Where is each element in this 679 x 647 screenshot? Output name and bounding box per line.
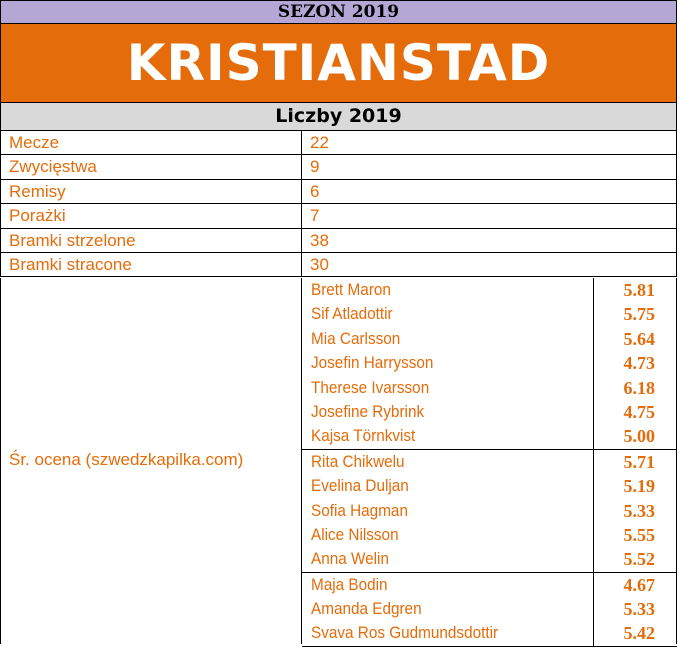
column-divider <box>593 621 594 646</box>
player-name: Sofia Hagman <box>311 500 408 520</box>
player-name: Amanda Edgren <box>311 599 422 619</box>
stat-value: 30 <box>310 254 329 274</box>
stat-value: 22 <box>310 133 329 152</box>
player-name: Alice Nilsson <box>311 524 399 544</box>
column-divider <box>593 278 594 303</box>
player-name: Sif Atladottir <box>311 304 393 324</box>
player-score: 5.00 <box>623 426 656 447</box>
player-name: Kajsa Törnkvist <box>311 426 416 446</box>
stat-label: Mecze <box>9 133 60 152</box>
player-score: 5.33 <box>623 500 656 521</box>
player-score: 5.75 <box>623 304 656 325</box>
player-name: Anna Welin <box>311 549 389 569</box>
stat-row: Porażki 7 <box>0 204 677 229</box>
column-divider <box>593 449 594 475</box>
player-row: Evelina Duljan 5.19 <box>302 474 677 499</box>
player-score: 5.19 <box>623 476 656 497</box>
stat-label: Bramki stracone <box>9 254 132 274</box>
player-score: 4.67 <box>623 574 656 595</box>
stat-row: Remisy 6 <box>0 179 677 205</box>
player-name: Therese Ivarsson <box>311 377 430 397</box>
stat-label: Bramki strzelone <box>9 230 136 250</box>
player-row: Kajsa Törnkvist 5.00 <box>302 424 677 449</box>
player-name: Josefine Rybrink <box>311 401 425 421</box>
column-divider <box>593 522 594 548</box>
player-row: Brett Maron 5.81 <box>302 278 677 303</box>
column-divider <box>593 474 594 499</box>
column-divider <box>301 204 302 228</box>
player-score: 4.73 <box>623 353 656 374</box>
player-score: 5.71 <box>623 451 656 472</box>
stat-label: Remisy <box>9 181 66 201</box>
column-divider <box>593 547 594 572</box>
stat-value: 7 <box>310 206 320 226</box>
player-group: Rita Chikwelu 5.71 Evelina Duljan 5.19 Sofia… <box>302 449 677 573</box>
player-row: Sif Atladottir 5.75 <box>302 302 677 327</box>
column-divider <box>593 302 594 327</box>
player-name: Josefin Harrysson <box>311 353 434 373</box>
stat-value: 9 <box>310 157 320 177</box>
stat-row: Bramki stracone 30 <box>0 252 677 278</box>
player-name: Evelina Duljan <box>311 476 409 496</box>
player-row: Therese Ivarsson 6.18 <box>302 375 677 400</box>
column-divider <box>301 155 302 179</box>
stat-row: Bramki strzelone 38 <box>0 228 677 253</box>
player-score: 4.75 <box>623 401 656 422</box>
stat-value: 6 <box>310 181 320 201</box>
ratings-block: Śr. ocena (szwedzkapilka.com) Brett Maro… <box>0 278 677 647</box>
stat-label: Porażki <box>9 206 66 226</box>
player-score: 5.64 <box>623 328 656 349</box>
column-divider <box>593 498 594 523</box>
stat-row: Mecze 22 <box>0 131 677 156</box>
player-name: Maja Bodin <box>311 574 388 594</box>
section-title: Liczby 2019 <box>0 102 677 131</box>
player-name: Svava Ros Gudmundsdottir <box>311 623 499 643</box>
column-divider <box>593 351 594 376</box>
club-title: KRISTIANSTAD <box>0 24 677 102</box>
column-divider <box>593 572 594 598</box>
player-row: Maja Bodin 4.67 <box>302 572 677 598</box>
player-score: 5.42 <box>623 623 656 644</box>
column-divider <box>301 179 302 204</box>
column-divider <box>301 131 302 155</box>
player-group: Brett Maron 5.81 Sif Atladottir 5.75 Mia Car… <box>302 278 677 450</box>
player-score: 5.52 <box>623 549 656 570</box>
player-row: Josefin Harrysson 4.73 <box>302 351 677 376</box>
player-row: Alice Nilsson 5.55 <box>302 522 677 548</box>
column-divider <box>593 597 594 622</box>
player-row: Josefine Rybrink 4.75 <box>302 399 677 425</box>
player-row: Sofia Hagman 5.33 <box>302 498 677 523</box>
player-row: Mia Carlsson 5.64 <box>302 326 677 352</box>
player-row: Svava Ros Gudmundsdottir 5.42 <box>302 621 677 646</box>
players-list: Brett Maron 5.81 Sif Atladottir 5.75 Mia Car… <box>301 278 677 647</box>
stat-label: Zwycięstwa <box>9 157 97 177</box>
player-score: 6.18 <box>623 377 656 398</box>
column-divider <box>593 424 594 449</box>
player-name: Mia Carlsson <box>311 328 401 348</box>
season-header: SEZON 2019 <box>0 0 677 24</box>
player-row: Rita Chikwelu 5.71 <box>302 449 677 475</box>
player-row: Anna Welin 5.52 <box>302 547 677 572</box>
stat-value: 38 <box>310 230 329 250</box>
column-divider <box>593 375 594 400</box>
column-divider <box>593 399 594 425</box>
column-divider <box>301 228 302 252</box>
stats-table: Mecze 22 Zwycięstwa 9 Remisy 6 Porażki 7 Bramki … <box>0 131 677 278</box>
player-score: 5.55 <box>623 524 656 545</box>
stat-row: Zwycięstwa 9 <box>0 155 677 180</box>
player-name: Rita Chikwelu <box>311 451 405 471</box>
player-row: Amanda Edgren 5.33 <box>302 597 677 622</box>
column-divider <box>593 326 594 352</box>
player-group: Maja Bodin 4.67 Amanda Edgren 5.33 Svava Ros… <box>302 572 677 647</box>
player-score: 5.81 <box>623 280 656 300</box>
player-score: 5.33 <box>623 599 656 620</box>
player-name: Brett Maron <box>311 280 391 299</box>
column-divider <box>301 252 302 277</box>
rating-label: Śr. ocena (szwedzkapilka.com) <box>9 450 244 469</box>
